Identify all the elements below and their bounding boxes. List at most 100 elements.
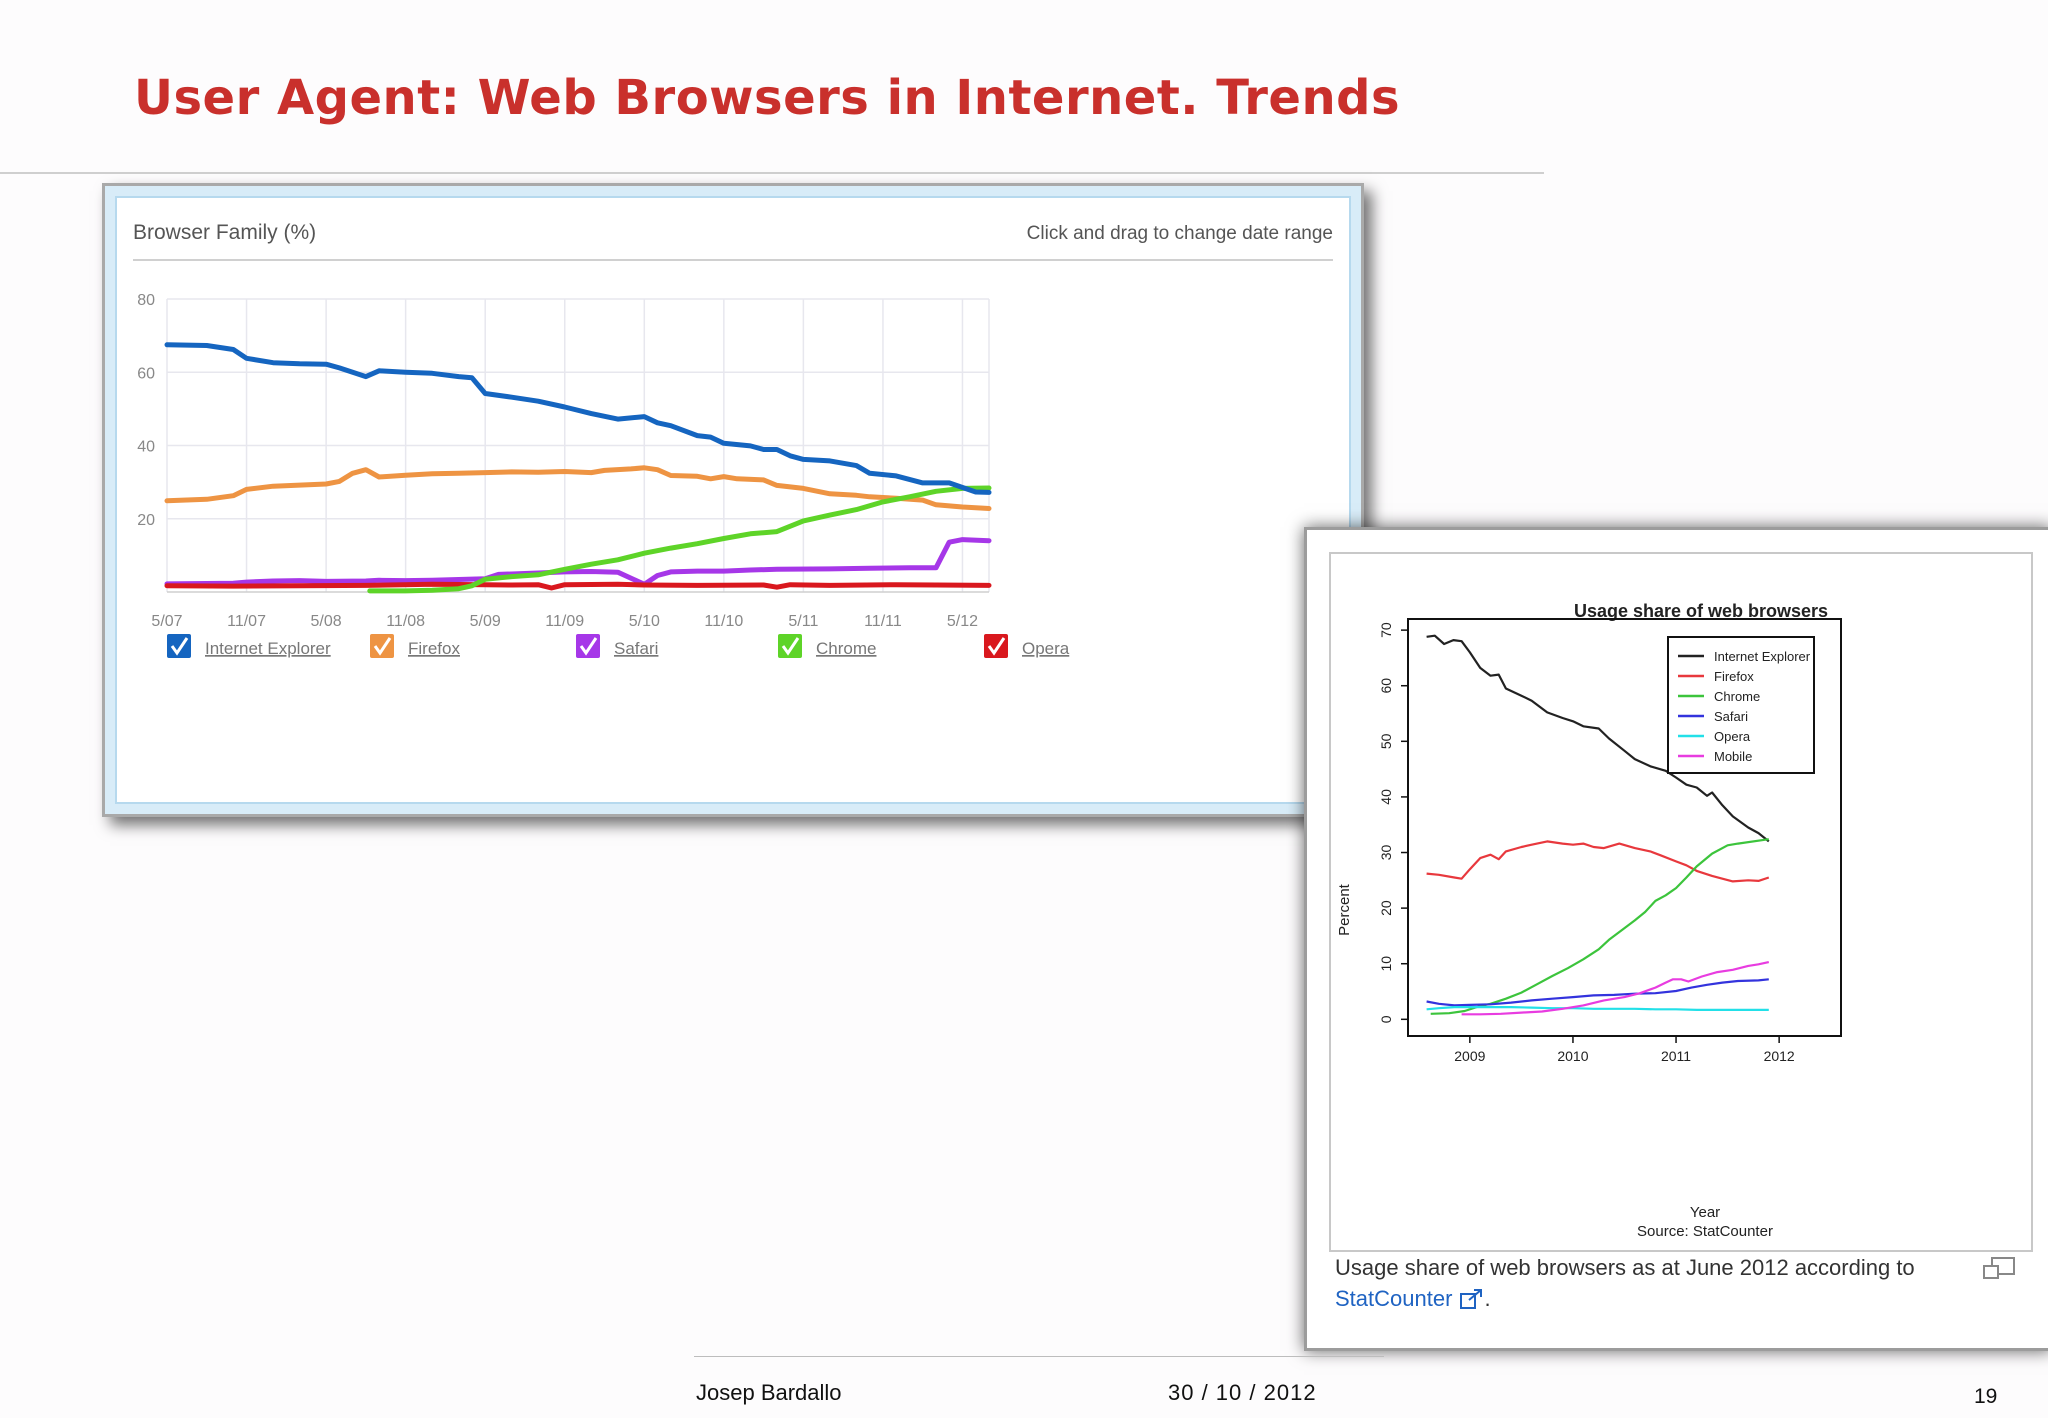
x-tick-label: 2009: [1454, 1048, 1485, 1064]
x-axis-label: Year: [1690, 1204, 1720, 1221]
series-line-internet-explorer: [1426, 634, 1770, 843]
statcounter-link[interactable]: StatCounter: [1335, 1286, 1453, 1311]
legend[interactable]: Internet Explorer Firefox Safari Chrome Oper…: [167, 634, 1070, 658]
x-tick-label: 5/08: [311, 613, 342, 630]
x-tick-label: 11/09: [545, 613, 584, 630]
source-label: Source: StatCounter: [1637, 1223, 1773, 1240]
series-line-firefox: [1426, 840, 1770, 883]
y-tick-label: 60: [1378, 678, 1394, 694]
series-line-chrome: [367, 485, 992, 594]
x-tick-label: 5/07: [151, 613, 182, 630]
legend-item-chrome: Chrome: [1678, 689, 1760, 704]
title-divider: [0, 172, 1544, 174]
check-icon: [987, 637, 1006, 656]
legend-item-safari: Safari: [1678, 709, 1748, 724]
legend-checkbox[interactable]: [778, 634, 802, 658]
legend-box: [1667, 636, 1815, 774]
caption-period: .: [1484, 1286, 1491, 1311]
axis-ticks: 20 40 60 80 5/07 11/07 5/08 11/08 5/09 11/09 5/10 1…: [137, 292, 978, 630]
caption-text: Usage share of web browsers as at June 2…: [1335, 1255, 1915, 1280]
legend-item-mobile: Mobile: [1678, 749, 1752, 764]
x-tick-label: 5/10: [629, 613, 660, 630]
legend-item-opera: Opera: [1678, 729, 1751, 744]
y-tick-label: 70: [1378, 622, 1394, 638]
series-lines: [1426, 634, 1770, 1016]
legend-label: Mobile: [1714, 749, 1752, 764]
browser-family-frame: Browser Family (%) Click and drag to cha…: [115, 196, 1351, 804]
external-link-icon[interactable]: [1459, 1288, 1485, 1310]
x-tick-label: 2010: [1557, 1048, 1588, 1064]
y-tick-label: 0: [1378, 1015, 1394, 1023]
slide-title: User Agent: Web Browsers in Internet. Tr…: [134, 70, 1401, 126]
footer-divider: [694, 1356, 1384, 1357]
legend-item-internet-explorer[interactable]: Internet Explorer: [167, 634, 331, 658]
figure-caption: Usage share of web browsers as at June 2…: [1335, 1252, 1955, 1314]
x-tick-label: 11/10: [704, 613, 743, 630]
series-line-firefox: [164, 465, 992, 511]
check-icon: [579, 637, 598, 656]
x-tick-label: 2012: [1764, 1048, 1795, 1064]
legend-label: Safari: [1714, 709, 1748, 724]
legend-label: Internet Explorer: [1714, 649, 1811, 664]
footer-date: 30 / 10 / 2012: [1168, 1380, 1317, 1405]
series-line-safari: [1426, 978, 1769, 1007]
legend-item-firefox: Firefox: [1678, 669, 1754, 684]
x-tick-label: 11/07: [227, 613, 266, 630]
grid: [166, 298, 990, 593]
check-icon: [781, 637, 800, 656]
legend-checkbox[interactable]: [576, 634, 600, 658]
axes: 0 10 20 30 40 50 60 70 2009 2010 2011 2012: [1378, 618, 1842, 1064]
series-line-internet-explorer: [164, 342, 992, 495]
plot-box: [1407, 618, 1842, 1037]
check-icon: [373, 637, 392, 656]
y-tick-label: 20: [1378, 900, 1394, 916]
legend-label[interactable]: Safari: [614, 639, 658, 658]
series-line-safari: [164, 537, 992, 587]
x-tick-label: 5/12: [947, 613, 978, 630]
series-line-chrome: [1430, 838, 1769, 1015]
chart-title: Usage share of web browsers: [1574, 601, 1828, 621]
series-line-mobile: [1461, 961, 1770, 1016]
legend-checkbox[interactable]: [984, 634, 1008, 658]
legend-item-opera[interactable]: Opera: [984, 634, 1070, 658]
y-tick-label: 80: [137, 292, 155, 309]
x-tick-label: 11/08: [386, 613, 425, 630]
legend-label[interactable]: Firefox: [408, 639, 460, 658]
x-tick-label: 5/11: [788, 613, 818, 630]
y-tick-label: 30: [1378, 845, 1394, 861]
legend-item-chrome[interactable]: Chrome: [778, 634, 876, 658]
y-tick-label: 10: [1378, 956, 1394, 972]
series-line-opera: [164, 581, 992, 591]
x-tick-label: 11/11: [864, 613, 902, 630]
legend-label[interactable]: Chrome: [816, 639, 876, 658]
footer-author: Josep Bardallo: [696, 1380, 842, 1405]
series-lines: [164, 342, 992, 594]
y-tick-label: 40: [137, 439, 155, 456]
legend-item-safari[interactable]: Safari: [576, 634, 658, 658]
check-icon: [170, 637, 189, 656]
legend-item-firefox[interactable]: Firefox: [370, 634, 460, 658]
y-tick-label: 50: [1378, 733, 1394, 749]
y-tick-label: 20: [137, 512, 155, 529]
legend: Internet Explorer Firefox Chrome Safari Oper…: [1667, 636, 1815, 774]
legend-label[interactable]: Opera: [1022, 639, 1070, 658]
series-line-opera: [1426, 1006, 1769, 1011]
enlarge-icon[interactable]: [1982, 1256, 2016, 1280]
legend-item-internet-explorer: Internet Explorer: [1678, 649, 1811, 664]
usage-share-panel: Usage share of web browsers 0 10 20 30 40 50 6…: [1304, 527, 2048, 1351]
y-tick-label: 60: [137, 365, 155, 382]
x-tick-label: 2011: [1661, 1048, 1691, 1064]
legend-label: Chrome: [1714, 689, 1760, 704]
usage-share-chart: Usage share of web browsers 0 10 20 30 40 50 6…: [1336, 601, 1842, 1240]
page-number: 19: [1974, 1385, 1998, 1408]
x-tick-label: 5/09: [470, 613, 501, 630]
chart-title: Browser Family (%): [133, 221, 316, 244]
legend-checkbox[interactable]: [167, 634, 191, 658]
legend-checkbox[interactable]: [370, 634, 394, 658]
legend-label[interactable]: Internet Explorer: [205, 639, 331, 658]
browser-family-chart[interactable]: Browser Family (%) Click and drag to cha…: [117, 198, 1349, 798]
y-tick-label: 40: [1378, 789, 1394, 805]
legend-label: Opera: [1714, 729, 1751, 744]
legend-label: Firefox: [1714, 669, 1754, 684]
date-range-hint: Click and drag to change date range: [1027, 223, 1333, 244]
